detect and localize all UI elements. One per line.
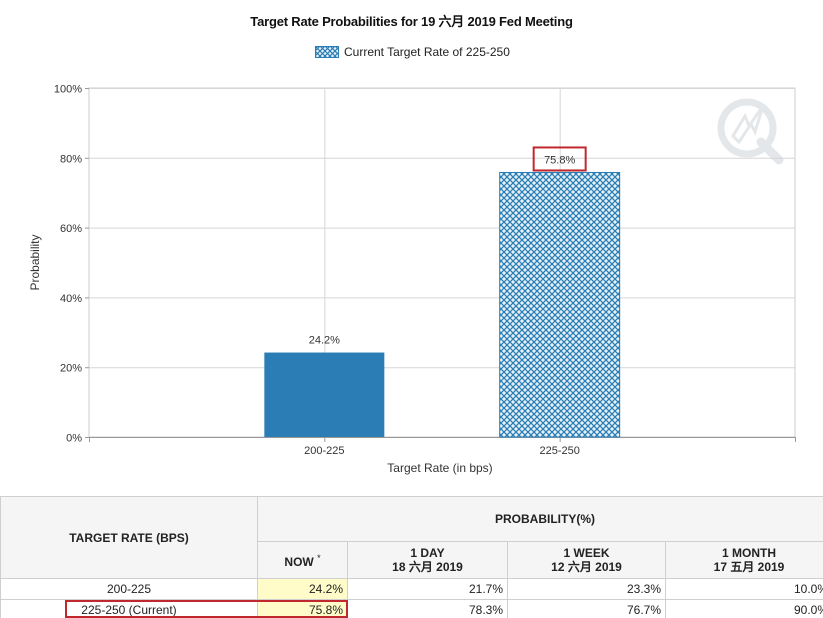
ytick-label: 20% xyxy=(60,363,82,375)
col-date: 18 六月 2019 xyxy=(392,560,463,574)
legend-swatch-icon xyxy=(315,46,339,58)
col-header-1-week: 1 WEEK 12 六月 2019 xyxy=(507,541,666,579)
now-asterisk: * xyxy=(317,553,321,563)
col-header-1-day: 1 DAY 18 六月 2019 xyxy=(347,541,508,579)
data-label-highlight-box xyxy=(532,146,587,172)
xtick-label: 200-225 xyxy=(304,445,344,457)
y-axis-title: Probability xyxy=(28,234,42,290)
col-label: 1 DAY xyxy=(410,546,445,560)
table-row: 200-225 24.2% 21.7% 23.3% 10.0% xyxy=(0,578,823,600)
chart-plot: 0% 20% 40% 60% 80% 100% 200-225 225-250 Target R… xyxy=(28,84,796,475)
grid xyxy=(88,87,796,438)
data-label: 24.2% xyxy=(309,335,340,347)
data-label: 75.8% xyxy=(544,154,575,166)
cell-1-week: 23.3% xyxy=(507,578,666,600)
bars xyxy=(264,171,621,438)
ytick-label: 100% xyxy=(54,84,82,96)
quikstrike-logo-icon xyxy=(717,98,784,165)
plot-frame xyxy=(88,87,796,438)
ytick-label: 80% xyxy=(60,153,82,165)
cell-1-month: 10.0% xyxy=(665,578,823,600)
chart-title: Target Rate Probabilities for 19 六月 2019… xyxy=(250,14,573,29)
ytick-label: 0% xyxy=(66,433,82,445)
legend-label: Current Target Rate of 225-250 xyxy=(344,45,510,59)
cell-1-month: 90.0% xyxy=(665,599,823,618)
bar-200-225 xyxy=(264,352,385,437)
current-rate-highlight-box xyxy=(65,600,348,618)
ytick-label: 40% xyxy=(60,293,82,305)
bar-225-250 xyxy=(499,171,621,438)
xtick-label: 225-250 xyxy=(539,445,579,457)
axes: 0% 20% 40% 60% 80% 100% 200-225 225-250 Target R… xyxy=(28,84,796,475)
cell-rate: 200-225 xyxy=(0,578,258,600)
col-label: 1 WEEK xyxy=(563,546,610,560)
col-header-probability: PROBABILITY(%) xyxy=(257,496,823,542)
col-header-target-rate: TARGET RATE (BPS) xyxy=(0,496,258,579)
cell-now: 24.2% xyxy=(257,578,348,600)
col-date: 17 五月 2019 xyxy=(713,560,785,574)
cell-1-day: 21.7% xyxy=(347,578,508,600)
col-date: 12 六月 2019 xyxy=(551,560,622,574)
cell-1-week: 76.7% xyxy=(507,599,666,618)
now-label: NOW xyxy=(284,555,314,569)
col-header-now: NOW * xyxy=(257,541,348,579)
cell-1-day: 78.3% xyxy=(347,599,508,618)
ytick-label: 60% xyxy=(60,223,82,235)
col-header-1-month: 1 MONTH 17 五月 2019 xyxy=(665,541,823,579)
col-label: 1 MONTH xyxy=(722,546,776,560)
legend[interactable]: Current Target Rate of 225-250 xyxy=(315,45,510,59)
labels: 24.2% 75.8% xyxy=(309,146,587,347)
x-axis-title: Target Rate (in bps) xyxy=(387,461,492,475)
probability-table: TARGET RATE (BPS) PROBABILITY(%) NOW * 1… xyxy=(0,496,823,618)
